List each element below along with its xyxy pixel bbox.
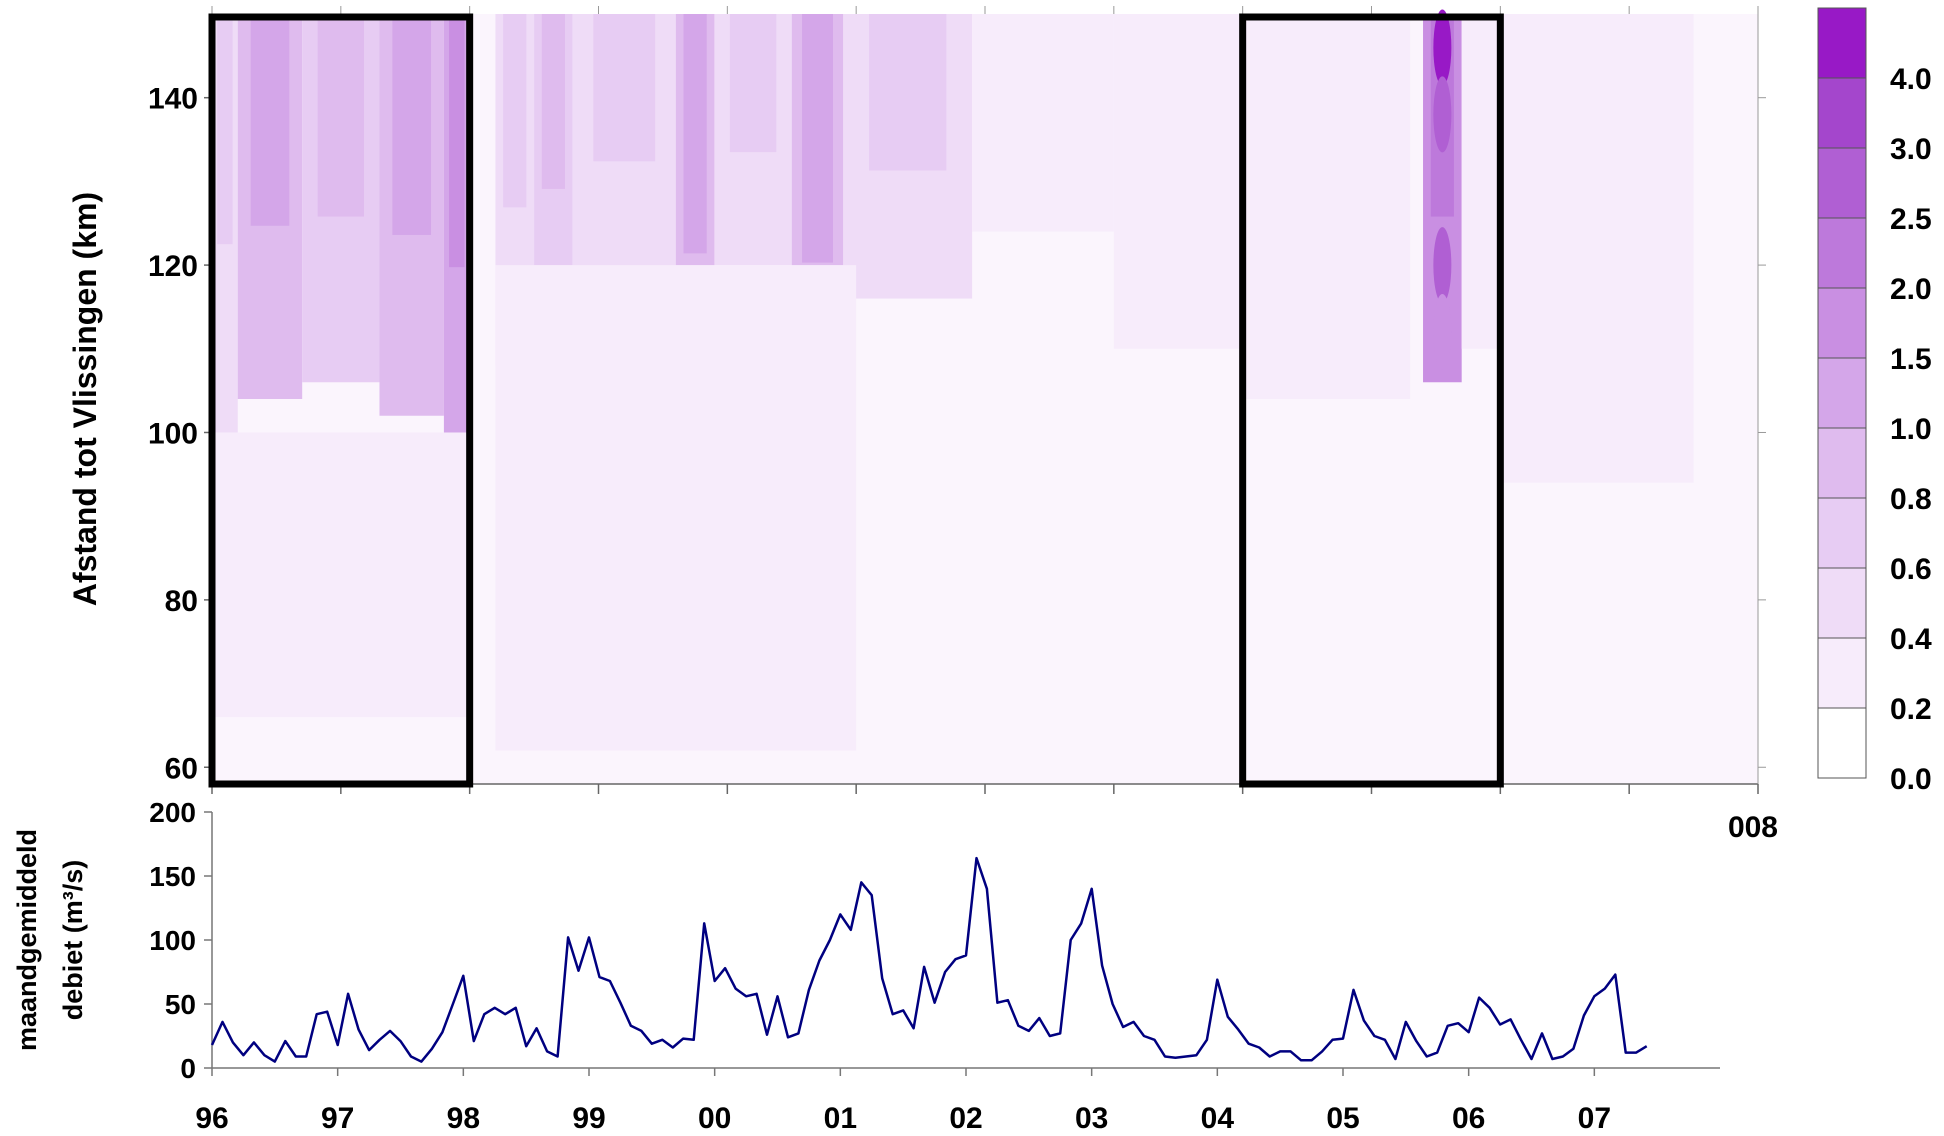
line-x-tick-label: 96 — [195, 1102, 228, 1135]
line-chart: 0 50 100 150 200 96 97 98 99 00 01 02 03 04 05 06 07 maan… — [12, 797, 1720, 1135]
heatmap-band — [1242, 14, 1411, 399]
colorbar-segment — [1817, 497, 1867, 569]
heatmap-band-core — [541, 14, 566, 189]
colorbar-tick-label: 0.8 — [1890, 483, 1932, 516]
heatmap-band-core — [217, 14, 233, 245]
heatmap-hotspot — [1433, 294, 1452, 371]
line-y-axis-title-line2: debiet (m³/s) — [58, 860, 88, 1021]
colorbar: 0.0 0.2 0.4 0.6 0.8 1.0 1.5 2.0 2.5 3.0 4.0 — [1817, 7, 1932, 796]
heatmap-band-core — [250, 14, 290, 226]
line-x-tick-label: 04 — [1201, 1102, 1235, 1135]
highlight-box — [208, 13, 474, 788]
heatmap-y-tick-label: 60 — [165, 752, 198, 785]
colorbar-segment — [1817, 637, 1867, 709]
line-x-tick-label: 99 — [572, 1102, 605, 1135]
heatmap-y-tick-label: 100 — [148, 417, 198, 450]
line-x-tick-label: 97 — [321, 1102, 354, 1135]
colorbar-segment — [1817, 147, 1867, 219]
colorbar-tick-label: 2.5 — [1890, 203, 1932, 236]
line-y-tick-label: 50 — [165, 989, 196, 1020]
line-y-tick-label: 0 — [180, 1053, 196, 1084]
heatmap-hotspot — [1433, 76, 1452, 153]
heatmap-y-tick-label: 140 — [148, 83, 198, 116]
heatmap-y-tick-label: 80 — [165, 585, 198, 618]
heatmap-y-axis-title: Afstand tot Vlissingen (km) — [67, 192, 103, 606]
heatmap-plot: 60 80 100 120 140 008 Afstand tot Vlissingen (… — [67, 6, 1778, 844]
heatmap-band — [212, 432, 470, 718]
heatmap-hotspot — [1433, 227, 1452, 304]
heatmap-band — [972, 14, 1114, 232]
colorbar-tick-label: 1.5 — [1890, 343, 1932, 376]
heatmap-band-core — [802, 14, 833, 263]
colorbar-segment — [1817, 287, 1867, 359]
line-x-tick-label: 06 — [1452, 1102, 1485, 1135]
line-x-tick-label: 01 — [824, 1102, 857, 1135]
heatmap-hotspot — [1433, 9, 1452, 86]
heatmap-x-tick-label: 008 — [1728, 811, 1778, 844]
heatmap-band — [1113, 14, 1243, 349]
line-x-tick-label: 00 — [698, 1102, 731, 1135]
colorbar-tick-label: 4.0 — [1890, 63, 1932, 96]
colorbar-segment — [1817, 217, 1867, 289]
heatmap-band — [495, 265, 857, 751]
heatmap-band — [1500, 14, 1694, 483]
highlight-box — [1239, 13, 1504, 788]
heatmap-band-core — [683, 14, 707, 254]
colorbar-tick-label: 0.4 — [1890, 623, 1932, 656]
line-x-tick-label: 02 — [949, 1102, 982, 1135]
heatmap-band-core — [317, 14, 365, 217]
colorbar-segment — [1817, 567, 1867, 639]
heatmap-band — [1461, 14, 1501, 349]
heatmap-y-tick-label: 120 — [148, 250, 198, 283]
colorbar-segment — [1817, 7, 1867, 79]
colorbar-tick-label: 0.0 — [1890, 763, 1932, 796]
heatmap-band-core — [449, 14, 465, 268]
colorbar-tick-label: 2.0 — [1890, 273, 1932, 306]
colorbar-segment — [1817, 707, 1867, 779]
colorbar-tick-label: 0.6 — [1890, 553, 1932, 586]
heatmap-band-core — [503, 14, 527, 208]
colorbar-tick-label: 1.0 — [1890, 413, 1932, 446]
line-x-tick-label: 05 — [1326, 1102, 1359, 1135]
line-x-tick-label: 07 — [1578, 1102, 1611, 1135]
colorbar-tick-label: 0.2 — [1890, 693, 1932, 726]
discharge-line — [210, 856, 1648, 1063]
heatmap-band-core — [729, 14, 777, 153]
colorbar-segment — [1817, 357, 1867, 429]
line-x-tick-label: 98 — [447, 1102, 480, 1135]
colorbar-segment — [1817, 77, 1867, 149]
heatmap-band-core — [869, 14, 947, 171]
heatmap-band-core — [593, 14, 656, 162]
colorbar-segment — [1817, 427, 1867, 499]
line-y-axis-title-line1: maandgemiddeld — [12, 829, 42, 1051]
line-y-tick-label: 200 — [149, 797, 196, 828]
line-x-tick-label: 03 — [1075, 1102, 1108, 1135]
line-y-tick-label: 150 — [149, 861, 196, 892]
line-y-tick-label: 100 — [149, 925, 196, 956]
heatmap-band-core — [392, 14, 432, 235]
colorbar-tick-label: 3.0 — [1890, 133, 1932, 166]
